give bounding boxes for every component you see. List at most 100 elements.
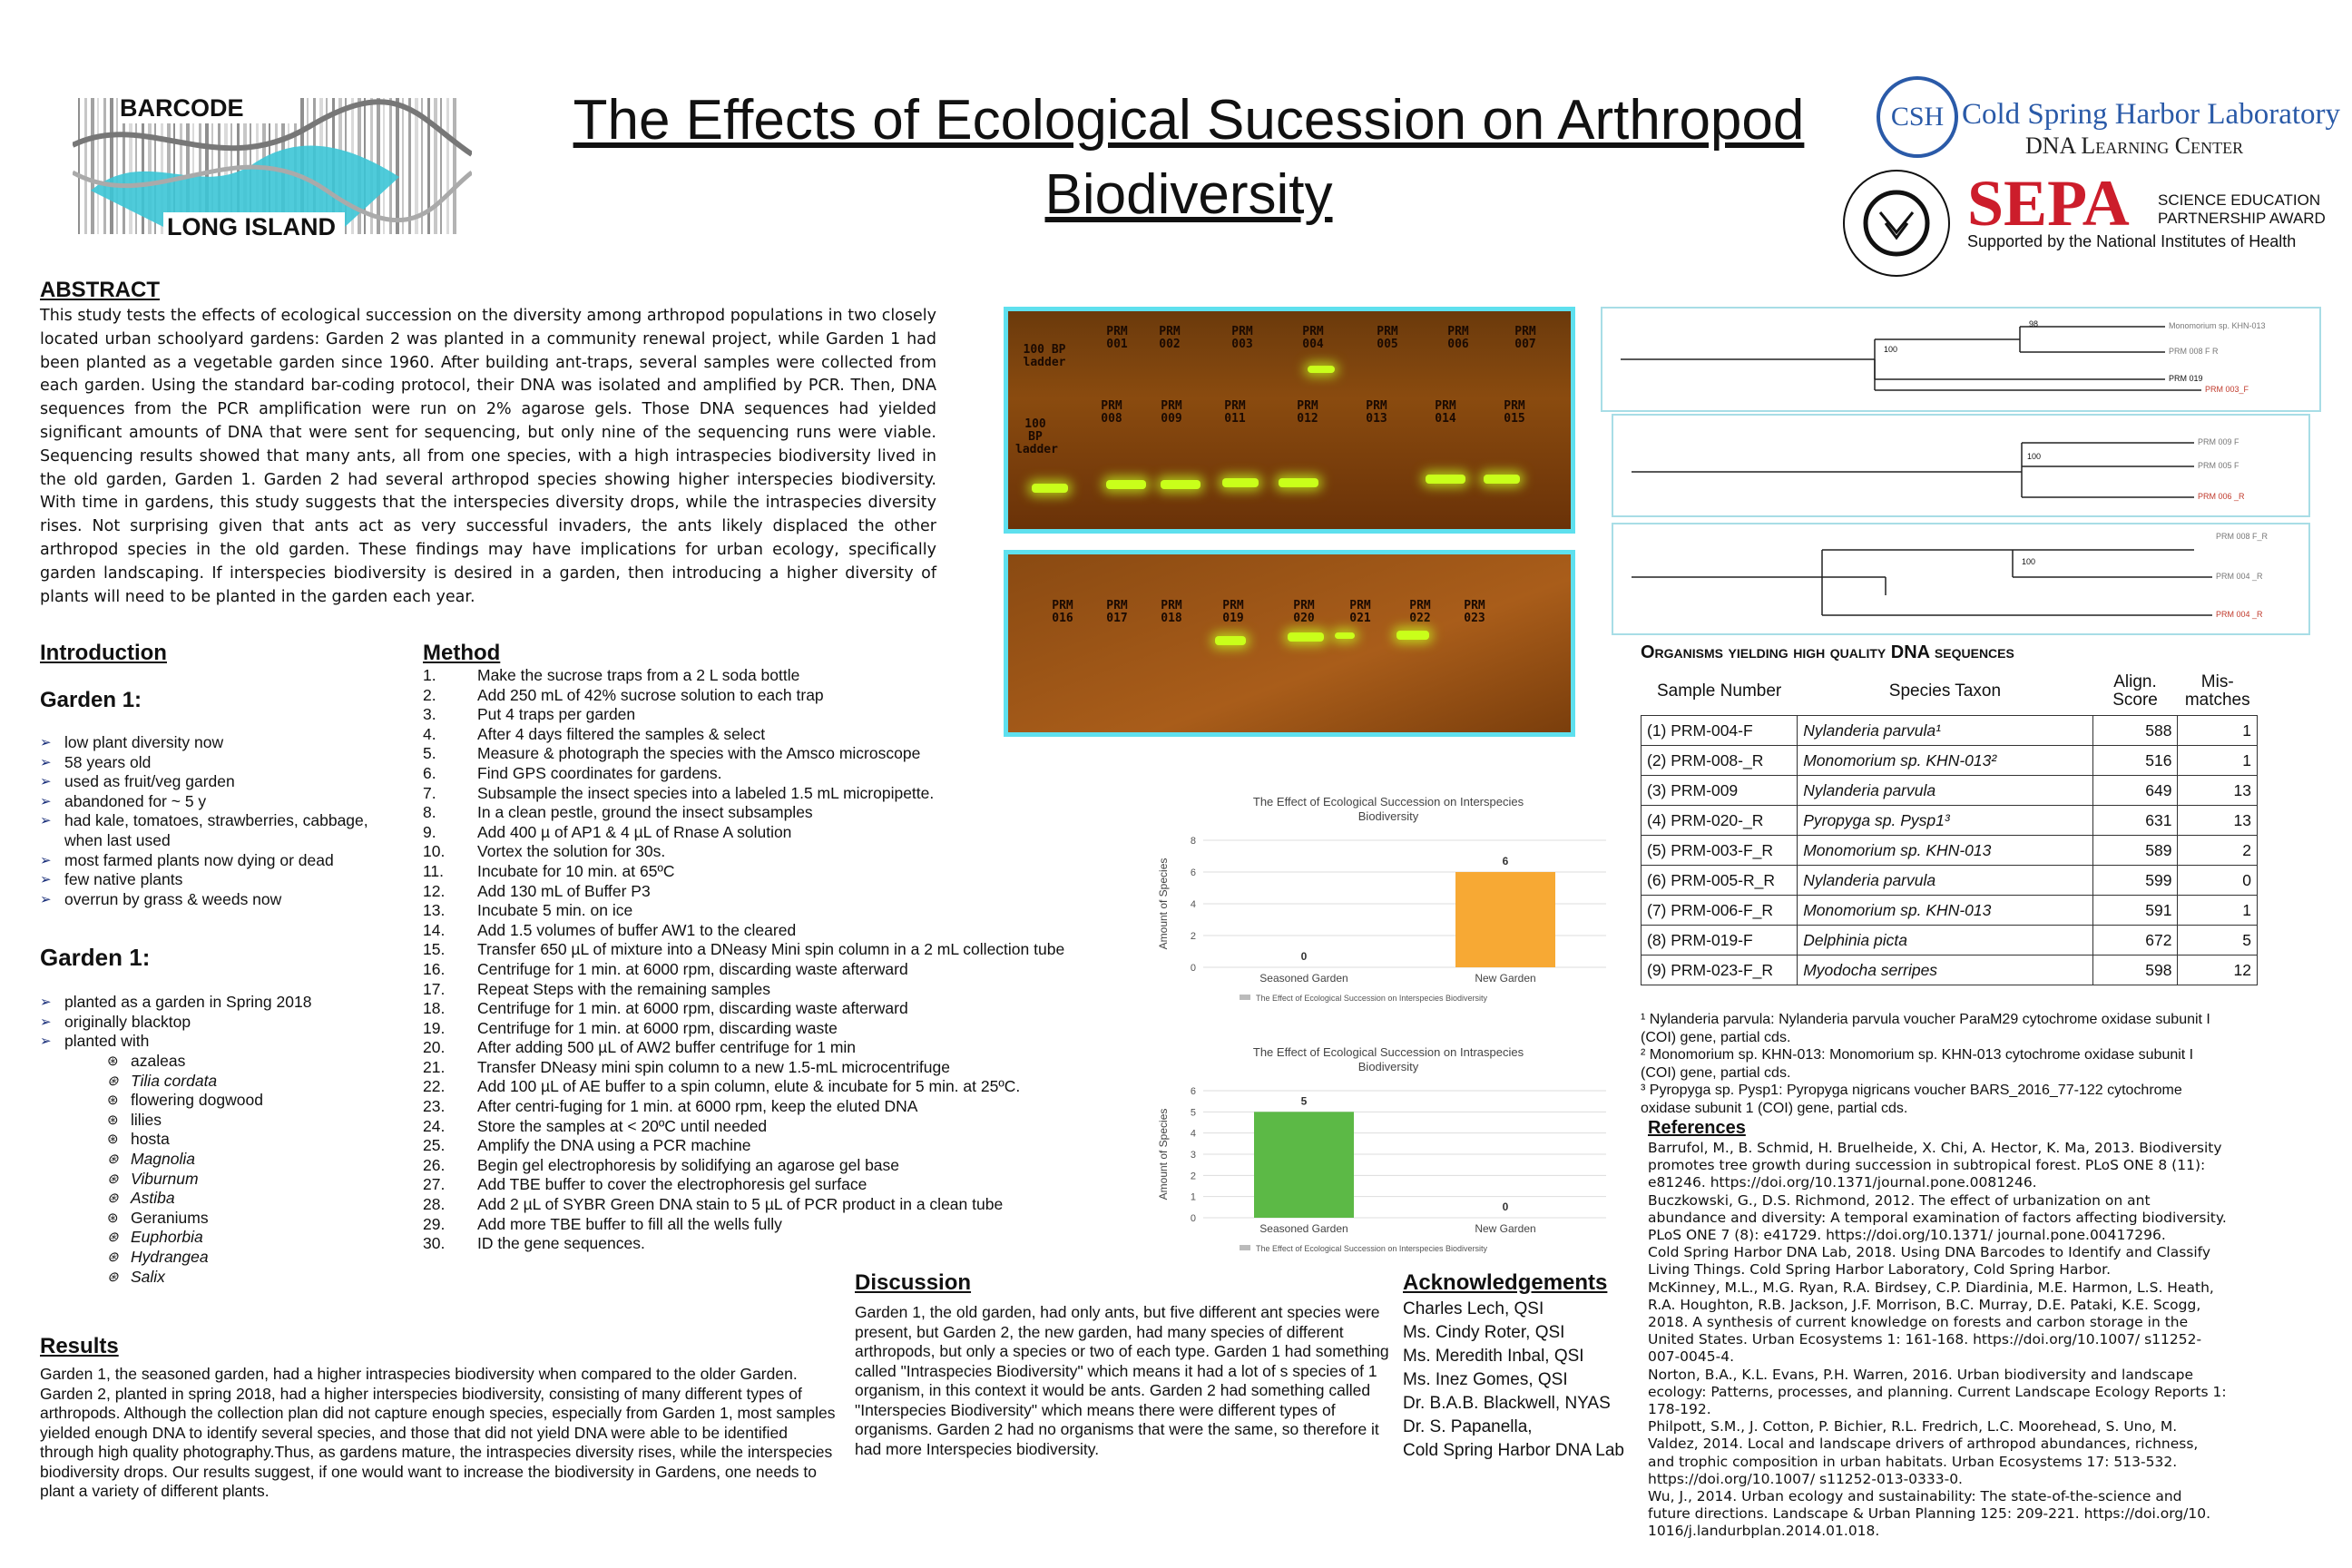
barcode-stripe [453, 98, 456, 234]
reference-item: Norton, B.A., K.L. Evans, P.H. Warren, 2… [1648, 1366, 2227, 1418]
reference-item: Philpott, S.M., J. Cotton, P. Bichier, R… [1648, 1418, 2199, 1487]
chart-y-tick: 0 [1191, 1213, 1196, 1224]
barcode-stripe [396, 98, 399, 234]
acknowledgements-list: Charles Lech, QSI Ms. Cindy Roter, QSI Ms.… [1403, 1298, 1630, 1463]
intraspecies-chart-svg: The Effect of Ecological Succession on I… [1157, 1045, 1606, 1253]
method-step-number: 3. [423, 705, 436, 724]
table-cell: Delphinia picta [1797, 925, 2093, 956]
table-cell: 1 [2177, 745, 2258, 776]
sepa-line3: Supported by the National Institutes of … [1967, 232, 2297, 250]
tree1-node-98: 98 [2029, 319, 2039, 328]
garden1-item: had kale, tomatoes, strawberries, cabbag… [40, 811, 403, 850]
chart-x-tick: Seasoned Garden [1259, 972, 1348, 985]
table-cell: 631 [2092, 805, 2179, 836]
table-row: (1) PRM-004-F Nylanderia parvula¹ 588 1 [1640, 715, 2258, 746]
garden2-item: originally blacktop [40, 1013, 403, 1033]
footnote: ³ Pyropyga sp. Pysp1: Pyropyga nigricans… [1641, 1083, 2182, 1116]
tree2-leaf: PRM 005 F [2198, 461, 2239, 470]
reference-item: Buczkowski, G., D.S. Richmond, 2012. The… [1648, 1191, 2227, 1244]
csh-name: Cold Spring Harbor Laboratory [1962, 98, 2340, 131]
reference-item: McKinney, M.L., M.G. Ryan, R.A. Birdsey,… [1648, 1279, 2214, 1366]
method-step: 3. Put 4 traps per garden [423, 705, 1167, 725]
gel1-lane-label: PRM 002 [1159, 325, 1181, 351]
chart-y-tick: 6 [1191, 1086, 1196, 1097]
barcode-stripe [199, 98, 201, 234]
sepa-line1: SCIENCE EDUCATION [2158, 191, 2321, 209]
method-step: 15. Transfer 650 µL of mixture into a DNe… [423, 940, 1167, 960]
table-cell: Monomorium sp. KHN-013 [1797, 895, 2093, 926]
tree1-leaf: PRM 008 F R [2169, 347, 2219, 356]
plant-item: Euphorbia [40, 1228, 403, 1248]
gel-image-1: 100 BP ladder 100 BP ladder PRM 001 PRM 0… [1004, 307, 1575, 534]
chart-y-tick: 6 [1191, 867, 1196, 878]
barcode-stripe [78, 98, 80, 234]
garden1-item: few native plants [40, 870, 403, 890]
barcode-stripe [84, 98, 87, 234]
method-step-text: Add 400 µ of AP1 & 4 µL of Rnase A solut… [477, 822, 792, 841]
table-row: (8) PRM-019-F Delphinia picta 672 5 [1640, 925, 2258, 956]
acknowledgement-line: Ms. Cindy Roter, QSI [1403, 1323, 1565, 1342]
method-step-number: 15. [423, 940, 446, 959]
tree3-svg [1632, 549, 2212, 616]
method-step-number: 17. [423, 979, 446, 998]
table-header-row: Sample Number Species Taxon Align. Score Mi… [1642, 673, 2258, 716]
chart-title: The Effect of Ecological Succession on I… [1253, 1045, 1524, 1059]
plant-item: flowering dogwood [40, 1091, 403, 1111]
gel1-lane-label: PRM 008 [1101, 399, 1122, 426]
gel2-band [1335, 632, 1355, 639]
tree2-leaf: PRM 009 F [2198, 437, 2239, 446]
method-step: 22. Add 100 µL of AE buffer to a spin col… [423, 1077, 1167, 1097]
gel1-lane-label: PRM 015 [1504, 399, 1525, 426]
chart-x-tick: Seasoned Garden [1259, 1222, 1348, 1235]
method-step-text: Add TBE buffer to cover the electrophore… [477, 1175, 867, 1194]
method-step-number: 6. [423, 763, 436, 782]
table-cell: (7) PRM-006-F_R [1640, 895, 1798, 926]
table-cell: 598 [2092, 955, 2179, 985]
table-row: (5) PRM-003-F_R Monomorium sp. KHN-013 589… [1640, 835, 2258, 866]
gel1-band [1222, 478, 1259, 487]
barcode-stripe [230, 98, 232, 234]
method-step: 19. Centrifuge for 1 min. at 6000 rpm, di… [423, 1019, 1167, 1039]
tree3-leaf: PRM 004 _R [2216, 572, 2263, 581]
method-step: 2. Add 250 mL of 42% sucrose solution to … [423, 686, 1167, 706]
barcode-stripe [402, 98, 404, 234]
gel2-lane-label: PRM 022 [1409, 599, 1431, 625]
method-step-number: 21. [423, 1057, 446, 1076]
chart-y-tick: 2 [1191, 931, 1196, 942]
plant-item: Hydrangea [40, 1248, 403, 1268]
garden1-item: overrun by grass & weeds now [40, 890, 403, 910]
phylogenetic-tree-2: 100 PRM 009 F PRM 005 F PRM 006 _R [1612, 414, 2310, 517]
chart-y-tick: 2 [1191, 1171, 1196, 1181]
interspecies-chart-svg: The Effect of Ecological Succession on I… [1157, 795, 1606, 1003]
table-header-cell: Sample Number [1656, 681, 1782, 701]
barcode-stripe [192, 98, 194, 234]
chart-data-label: 5 [1301, 1094, 1308, 1107]
chart-y-tick: 0 [1191, 963, 1196, 974]
interspecies-chart: The Effect of Ecological Succession on I… [1152, 789, 1624, 1011]
table-row: (7) PRM-006-F_R Monomorium sp. KHN-013 591… [1640, 895, 2258, 926]
gel2-lane-label: PRM 021 [1349, 599, 1371, 625]
gel2-band [1215, 636, 1246, 645]
method-step: 30. ID the gene sequences. [423, 1234, 1167, 1254]
gel1-lane-label: PRM 003 [1231, 325, 1253, 351]
gel2-band [1288, 632, 1324, 642]
method-step-number: 8. [423, 803, 436, 822]
garden1-item: used as fruit/veg garden [40, 772, 403, 792]
table-cell: 599 [2092, 865, 2179, 896]
method-step-text: Put 4 traps per garden [477, 705, 636, 724]
tree1-leaf: Monomorium sp. KHN-013 [2169, 321, 2266, 330]
barcode-stripe [440, 98, 442, 234]
barcode-stripe [389, 98, 392, 234]
table-header-cell: Species Taxon [1888, 681, 2002, 701]
method-step-number: 10. [423, 842, 446, 861]
chart-y-tick: 3 [1191, 1150, 1196, 1161]
garden1-item: low plant diversity now [40, 733, 403, 753]
method-step-number: 23. [423, 1097, 446, 1116]
chart-x-tick: New Garden [1475, 972, 1535, 985]
table-cell: 5 [2177, 925, 2258, 956]
gel1-band [1106, 480, 1146, 489]
chart-y-tick: 5 [1191, 1107, 1196, 1118]
gel2-lane-label: PRM 017 [1106, 599, 1128, 625]
method-step-number: 4. [423, 724, 436, 743]
table-row: (2) PRM-008-_R Monomorium sp. KHN-013² 516… [1640, 745, 2258, 776]
